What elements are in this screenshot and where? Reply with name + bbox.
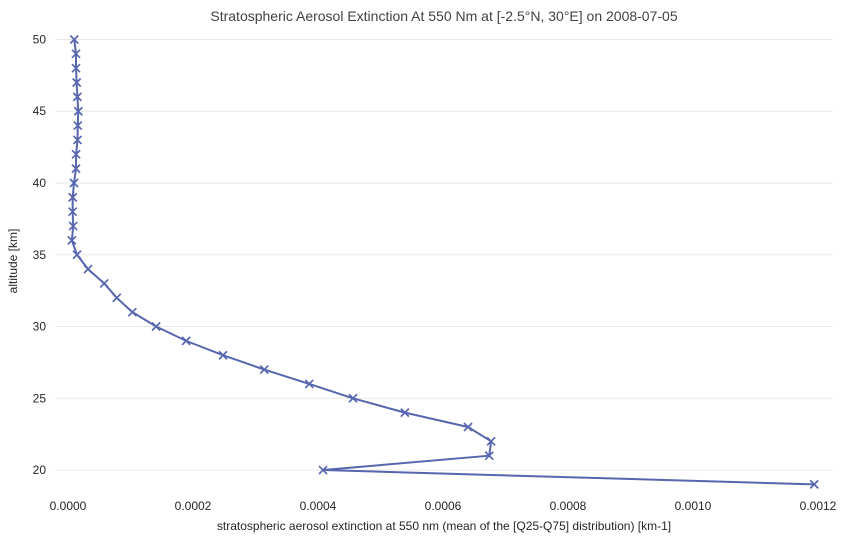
data-point-marker[interactable]	[83, 264, 93, 274]
data-point-marker[interactable]	[181, 336, 191, 346]
y-tick-label: 35	[33, 248, 47, 262]
data-point-marker[interactable]	[68, 221, 78, 231]
data-point-marker[interactable]	[69, 178, 79, 188]
chart-title: Stratospheric Aerosol Extinction At 550 …	[210, 8, 678, 24]
data-point-marker[interactable]	[484, 451, 494, 461]
data-point-marker[interactable]	[71, 164, 81, 174]
data-point-marker[interactable]	[304, 379, 314, 389]
data-point-marker[interactable]	[127, 307, 137, 317]
y-tick-label: 20	[33, 463, 47, 477]
data-point-marker[interactable]	[67, 235, 77, 246]
x-tick-label: 0.0008	[550, 499, 587, 513]
y-tick-label: 25	[33, 391, 47, 405]
y-tick-label: 40	[33, 176, 47, 190]
data-point-marker[interactable]	[72, 77, 82, 88]
data-point-marker[interactable]	[400, 408, 410, 418]
data-point-marker[interactable]	[73, 106, 83, 116]
data-point-marker[interactable]	[218, 350, 228, 360]
data-point-marker[interactable]	[71, 63, 81, 73]
data-point-marker[interactable]	[68, 207, 78, 217]
x-tick-label: 0.0006	[425, 499, 462, 513]
x-tick-label: 0.0000	[50, 499, 87, 513]
data-point-marker[interactable]	[809, 479, 819, 489]
x-tick-label: 0.0004	[300, 499, 337, 513]
data-point-marker[interactable]	[73, 120, 83, 131]
data-point-marker[interactable]	[259, 364, 269, 375]
data-point-marker[interactable]	[71, 149, 81, 159]
y-tick-label: 30	[33, 320, 47, 334]
data-point-marker[interactable]	[72, 135, 83, 145]
data-point-marker[interactable]	[318, 465, 328, 475]
data-point-marker[interactable]	[151, 321, 161, 332]
data-point-marker[interactable]	[112, 293, 122, 303]
x-axis-title: stratospheric aerosol extinction at 550 …	[216, 519, 672, 533]
data-point-marker[interactable]	[72, 92, 82, 102]
data-point-marker[interactable]	[72, 250, 82, 260]
x-tick-label: 0.0002	[175, 499, 212, 513]
data-point-marker[interactable]	[69, 34, 79, 45]
data-line[interactable]	[70, 39, 815, 486]
x-tick-label: 0.0010	[675, 499, 712, 513]
data-point-marker[interactable]	[486, 436, 496, 446]
data-point-marker[interactable]	[71, 49, 81, 59]
y-tick-label: 50	[33, 32, 47, 46]
data-point-marker[interactable]	[68, 192, 78, 202]
y-tick-label: 45	[33, 104, 47, 118]
data-point-marker[interactable]	[463, 422, 473, 432]
x-tick-label: 0.0012	[800, 499, 837, 513]
data-point-marker[interactable]	[99, 278, 109, 289]
y-axis-title: altitude [km]	[6, 228, 20, 294]
data-point-marker[interactable]	[348, 393, 358, 403]
